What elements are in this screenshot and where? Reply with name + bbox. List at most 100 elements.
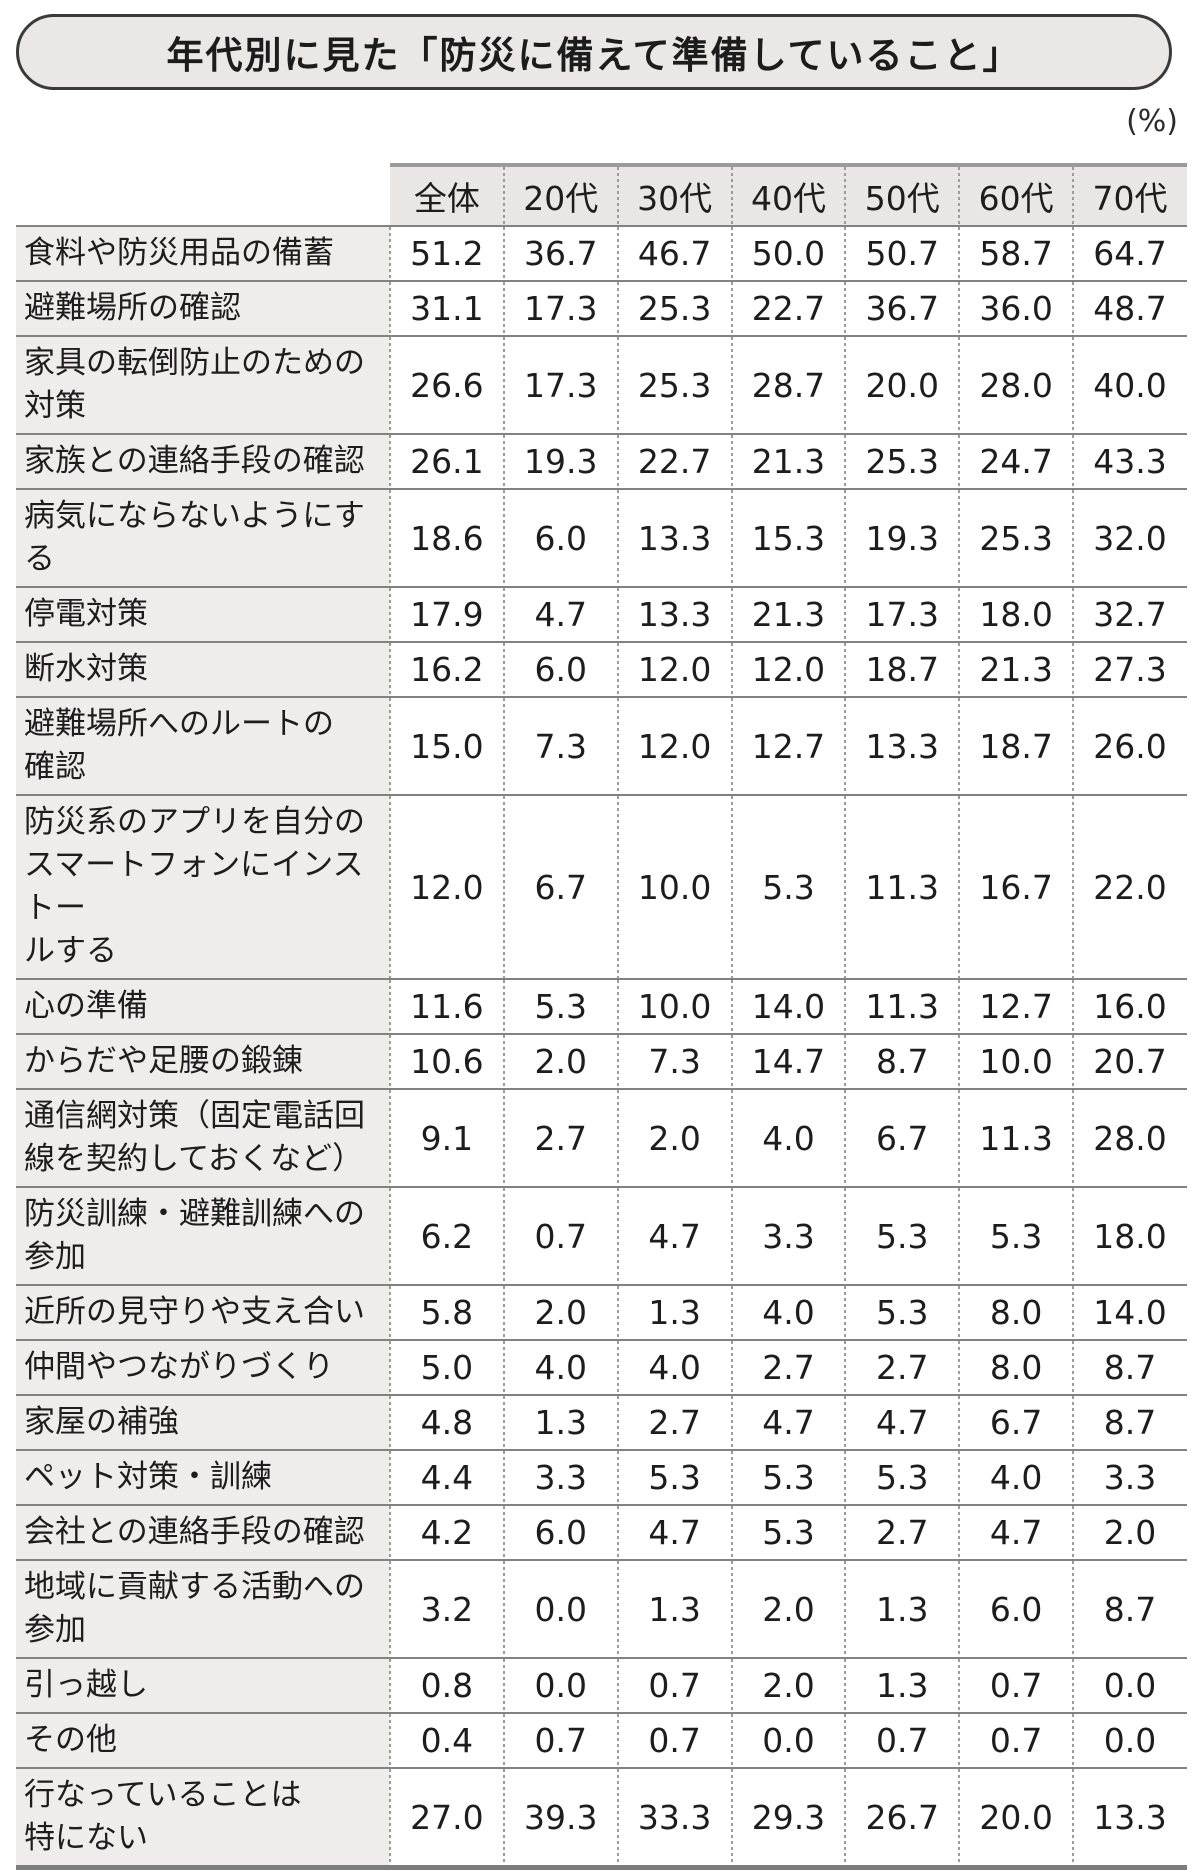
column-header: 20代 xyxy=(502,163,618,227)
data-cell: 4.7 xyxy=(730,1394,846,1450)
row-label: 近所の見守りや支え合い xyxy=(16,1284,390,1340)
data-cell: 0.7 xyxy=(616,1712,732,1768)
data-cell: 2.7 xyxy=(730,1339,846,1395)
data-cell: 10.0 xyxy=(616,794,732,979)
survey-table: 全体 20代 30代 40代 50代 60代 70代 食料や防災用品の備蓄 51.2 36.7 4… xyxy=(16,163,1187,1870)
data-cell: 20.7 xyxy=(1072,1033,1187,1089)
data-cell: 4.7 xyxy=(616,1186,732,1285)
table-row: 引っ越し 0.8 0.0 0.7 2.0 1.3 0.7 0.0 xyxy=(16,1657,1187,1713)
data-cell: 0.0 xyxy=(1072,1657,1187,1713)
data-cell: 5.8 xyxy=(389,1284,504,1340)
row-label: ペット対策・訓練 xyxy=(16,1449,390,1505)
data-cell: 8.7 xyxy=(1072,1394,1187,1450)
data-cell: 0.7 xyxy=(958,1712,1074,1768)
data-cell: 0.0 xyxy=(730,1712,846,1768)
table-row: 避難場所の確認 31.1 17.3 25.3 22.7 36.7 36.0 48.7 xyxy=(16,280,1187,336)
data-cell: 29.3 xyxy=(730,1767,846,1870)
data-cell: 6.0 xyxy=(958,1559,1074,1658)
data-cell: 64.7 xyxy=(1072,225,1187,281)
data-cell: 4.0 xyxy=(958,1449,1074,1505)
table-row: ペット対策・訓練 4.4 3.3 5.3 5.3 5.3 4.0 3.3 xyxy=(16,1449,1187,1505)
data-cell: 11.3 xyxy=(844,794,960,979)
data-cell: 46.7 xyxy=(616,225,732,281)
table-row: 防災訓練・避難訓練への 参加 6.2 0.7 4.7 3.3 5.3 5.3 18.0 xyxy=(16,1186,1187,1285)
data-cell: 4.8 xyxy=(389,1394,504,1450)
data-cell: 12.0 xyxy=(389,794,504,979)
data-cell: 5.0 xyxy=(389,1339,504,1395)
row-label: 防災系のアプリを自分の スマートフォンにインストー ルする xyxy=(16,794,390,979)
table-row: 病気にならないようにする 18.6 6.0 13.3 15.3 19.3 25.3 32.0 xyxy=(16,488,1187,587)
data-cell: 36.7 xyxy=(844,280,960,336)
data-cell: 0.7 xyxy=(844,1712,960,1768)
data-cell: 16.7 xyxy=(958,794,1074,979)
data-cell: 2.7 xyxy=(844,1339,960,1395)
row-label: からだや足腰の鍛錬 xyxy=(16,1033,390,1089)
data-cell: 26.7 xyxy=(844,1767,960,1870)
data-cell: 43.3 xyxy=(1072,433,1187,489)
data-cell: 5.3 xyxy=(730,794,846,979)
data-cell: 16.2 xyxy=(389,641,504,697)
data-cell: 8.7 xyxy=(1072,1559,1187,1658)
data-cell: 2.7 xyxy=(616,1394,732,1450)
data-cell: 22.7 xyxy=(730,280,846,336)
header-row: 全体 20代 30代 40代 50代 60代 70代 xyxy=(16,163,1187,227)
data-cell: 1.3 xyxy=(502,1394,618,1450)
data-cell: 8.7 xyxy=(844,1033,960,1089)
data-cell: 21.3 xyxy=(730,433,846,489)
data-cell: 4.7 xyxy=(616,1504,732,1560)
data-cell: 28.0 xyxy=(958,335,1074,434)
data-cell: 0.0 xyxy=(502,1559,618,1658)
data-cell: 19.3 xyxy=(502,433,618,489)
row-label: 心の準備 xyxy=(16,978,390,1034)
data-cell: 6.7 xyxy=(958,1394,1074,1450)
data-cell: 25.3 xyxy=(616,280,732,336)
data-cell: 5.3 xyxy=(616,1449,732,1505)
data-cell: 26.0 xyxy=(1072,696,1187,795)
data-cell: 3.3 xyxy=(1072,1449,1187,1505)
data-cell: 14.7 xyxy=(730,1033,846,1089)
data-cell: 1.3 xyxy=(616,1559,732,1658)
data-cell: 4.0 xyxy=(730,1088,846,1187)
table-row: 心の準備 11.6 5.3 10.0 14.0 11.3 12.7 16.0 xyxy=(16,978,1187,1034)
data-cell: 28.7 xyxy=(730,335,846,434)
data-cell: 18.6 xyxy=(389,488,504,587)
data-cell: 20.0 xyxy=(844,335,960,434)
data-cell: 13.3 xyxy=(616,586,732,642)
row-label: 通信網対策（固定電話回 線を契約しておくなど） xyxy=(16,1088,390,1187)
data-cell: 17.9 xyxy=(389,586,504,642)
data-cell: 18.7 xyxy=(958,696,1074,795)
data-cell: 6.0 xyxy=(502,488,618,587)
data-cell: 2.0 xyxy=(1072,1504,1187,1560)
table-row: 家族との連絡手段の確認 26.1 19.3 22.7 21.3 25.3 24.7 43.3 xyxy=(16,433,1187,489)
data-cell: 6.0 xyxy=(502,1504,618,1560)
data-cell: 12.7 xyxy=(958,978,1074,1034)
data-cell: 21.3 xyxy=(730,586,846,642)
data-cell: 7.3 xyxy=(502,696,618,795)
data-cell: 5.3 xyxy=(502,978,618,1034)
data-cell: 4.0 xyxy=(730,1284,846,1340)
row-label: 食料や防災用品の備蓄 xyxy=(16,225,390,281)
data-cell: 20.0 xyxy=(958,1767,1074,1870)
data-cell: 15.0 xyxy=(389,696,504,795)
data-cell: 58.7 xyxy=(958,225,1074,281)
data-cell: 32.0 xyxy=(1072,488,1187,587)
data-cell: 31.1 xyxy=(389,280,504,336)
survey-table-container: 全体 20代 30代 40代 50代 60代 70代 食料や防災用品の備蓄 51.2 36.7 4… xyxy=(16,163,1187,1870)
table-row: 通信網対策（固定電話回 線を契約しておくなど） 9.1 2.7 2.0 4.0 6.7 11… xyxy=(16,1088,1187,1187)
data-cell: 4.4 xyxy=(389,1449,504,1505)
page-title: 年代別に見た「防災に備えて準備していること」 xyxy=(16,14,1172,90)
row-label: 引っ越し xyxy=(16,1657,390,1713)
table-row: からだや足腰の鍛錬 10.6 2.0 7.3 14.7 8.7 10.0 20.7 xyxy=(16,1033,1187,1089)
data-cell: 2.0 xyxy=(502,1284,618,1340)
data-cell: 4.7 xyxy=(844,1394,960,1450)
row-label: 避難場所へのルートの 確認 xyxy=(16,696,390,795)
table-row: 近所の見守りや支え合い 5.8 2.0 1.3 4.0 5.3 8.0 14.0 xyxy=(16,1284,1187,1340)
data-cell: 39.3 xyxy=(502,1767,618,1870)
data-cell: 50.0 xyxy=(730,225,846,281)
data-cell: 5.3 xyxy=(844,1186,960,1285)
data-cell: 11.6 xyxy=(389,978,504,1034)
data-cell: 32.7 xyxy=(1072,586,1187,642)
data-cell: 14.0 xyxy=(730,978,846,1034)
data-cell: 1.3 xyxy=(616,1284,732,1340)
data-cell: 5.3 xyxy=(844,1284,960,1340)
